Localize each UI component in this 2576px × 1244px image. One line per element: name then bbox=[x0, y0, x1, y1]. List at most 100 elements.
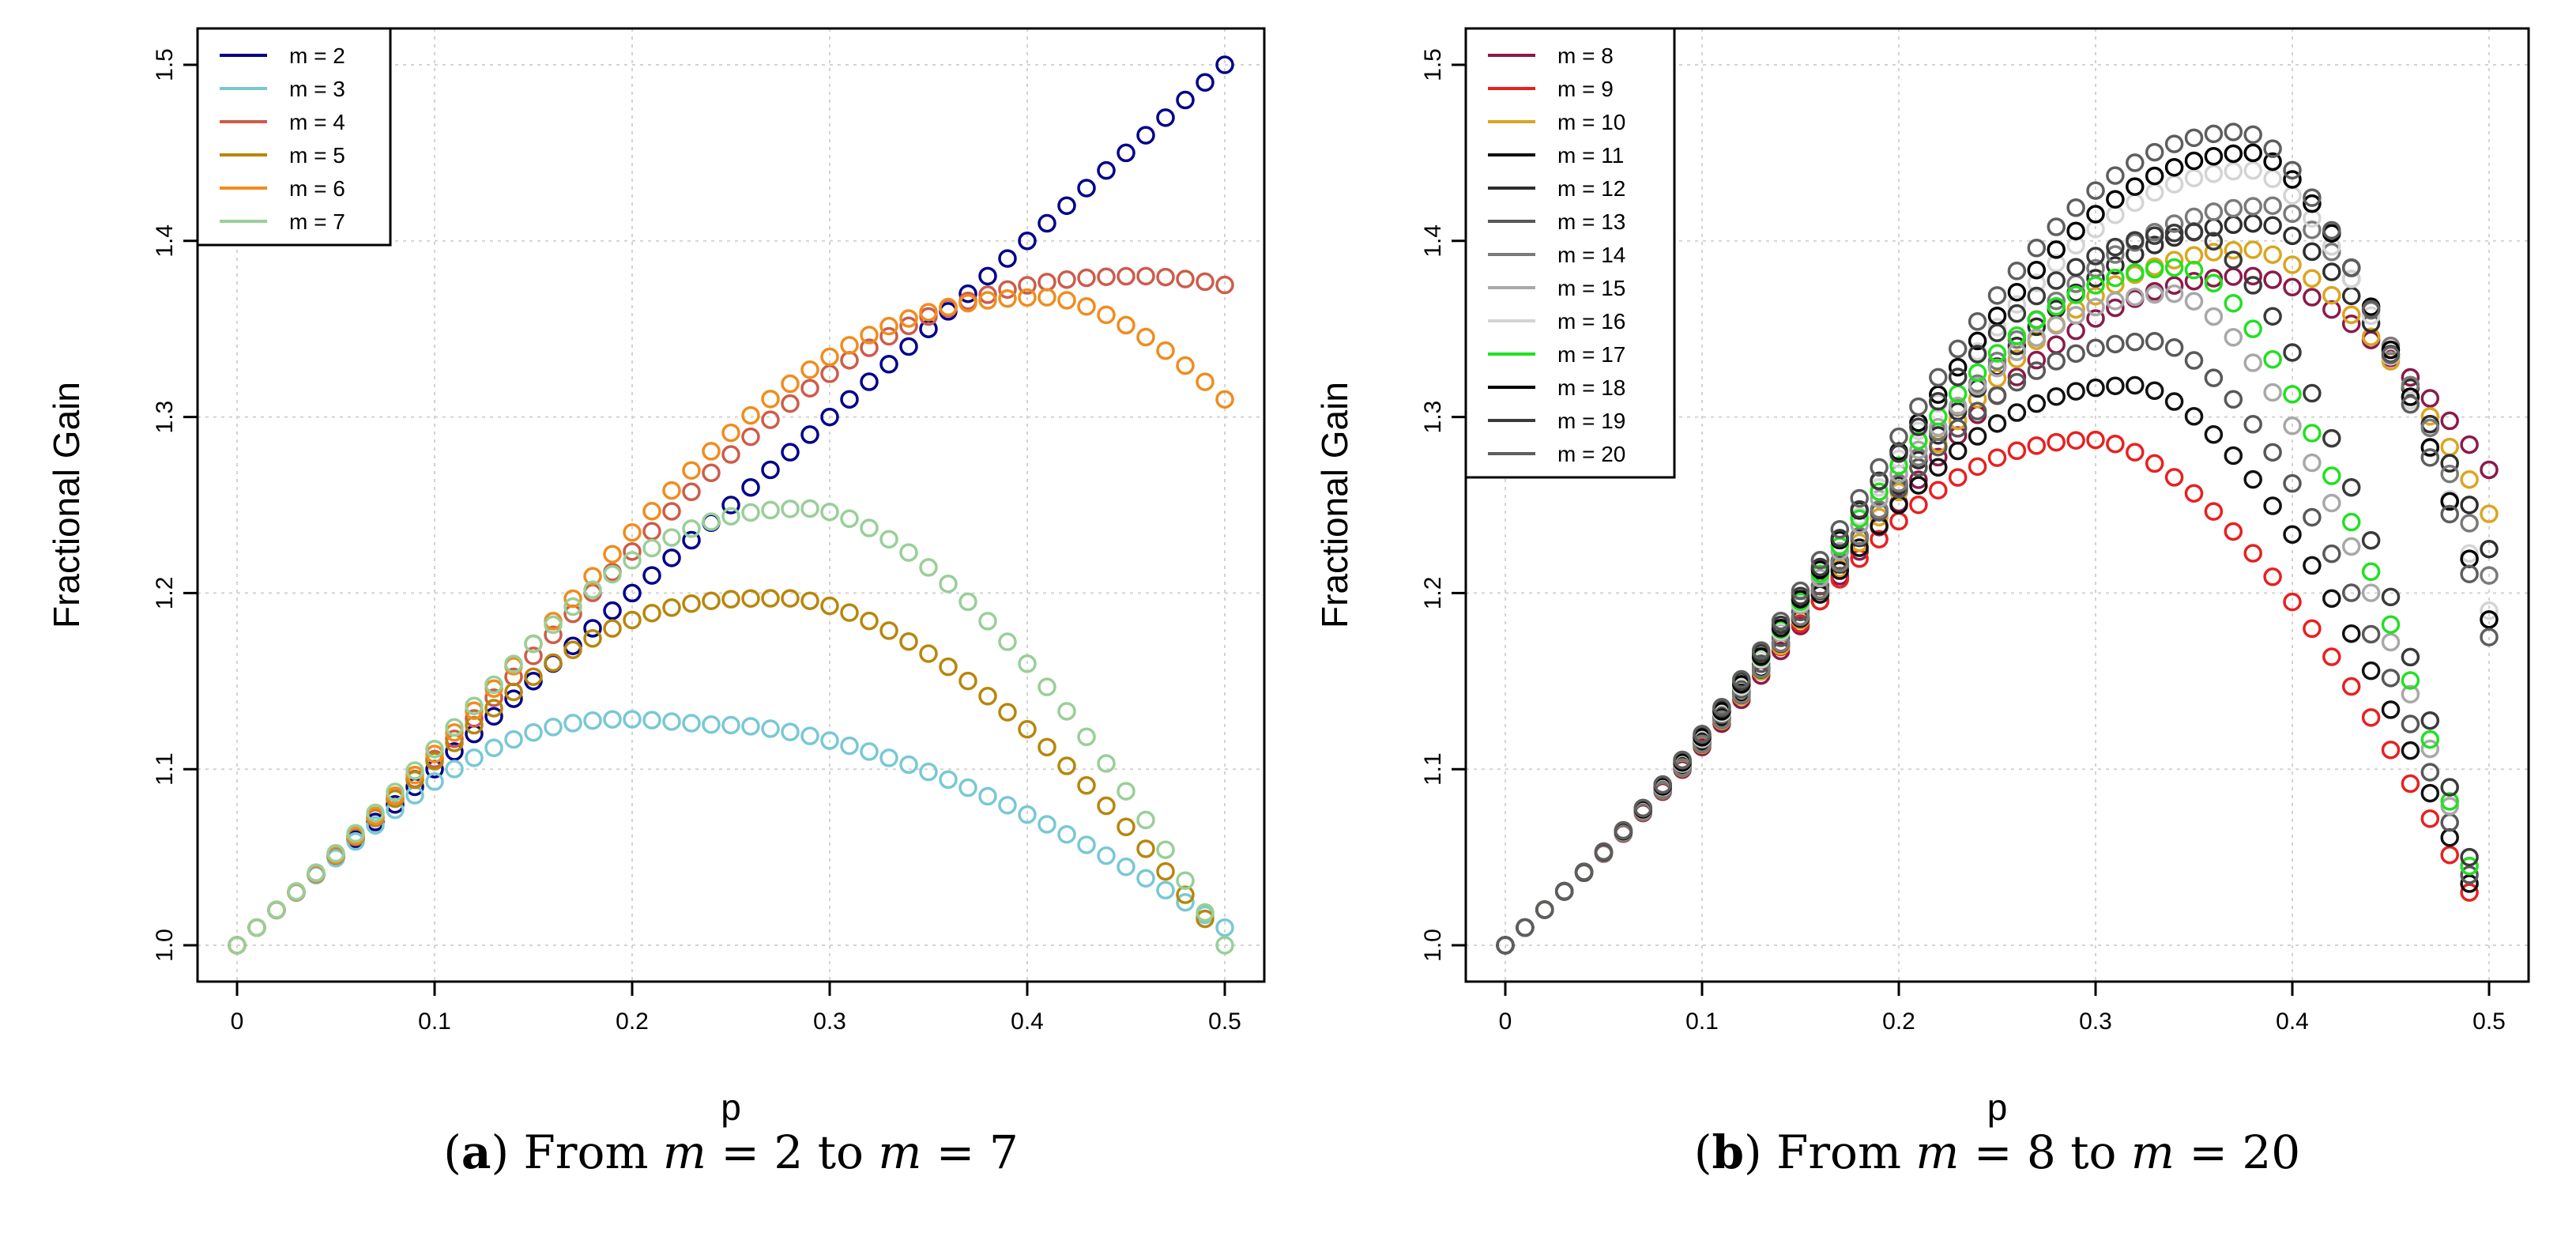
data-point-m2 bbox=[978, 266, 997, 286]
data-point-m6 bbox=[860, 326, 879, 345]
data-point-m3 bbox=[583, 711, 602, 730]
data-point-m20 bbox=[2381, 345, 2401, 364]
caption-part: b bbox=[1712, 1125, 1744, 1179]
data-point-m20 bbox=[2341, 258, 2361, 277]
data-point-m13 bbox=[2243, 415, 2262, 434]
data-point-m8 bbox=[2086, 309, 2105, 328]
data-point-m10 bbox=[2204, 243, 2224, 262]
data-point-m5 bbox=[879, 621, 898, 640]
data-point-m5 bbox=[662, 598, 681, 617]
data-point-m20 bbox=[2243, 125, 2262, 145]
data-point-m13 bbox=[2341, 583, 2361, 602]
data-point-m6 bbox=[563, 589, 582, 609]
data-point-m18 bbox=[2145, 166, 2164, 186]
legend-entry: m = 6 bbox=[289, 176, 345, 201]
data-point-m15 bbox=[2027, 328, 2047, 347]
data-point-m7 bbox=[860, 518, 879, 537]
data-point-m9 bbox=[2243, 544, 2262, 563]
data-point-m11 bbox=[2204, 425, 2224, 444]
data-point-m5 bbox=[524, 667, 543, 686]
data-point-m13 bbox=[2164, 338, 2184, 357]
data-point-m2 bbox=[899, 337, 918, 356]
data-point-m7 bbox=[583, 580, 602, 599]
x-tick-label: 0.2 bbox=[616, 1008, 649, 1035]
data-point-m19 bbox=[1929, 391, 1948, 411]
data-point-m4 bbox=[1018, 276, 1037, 295]
data-point-m15 bbox=[2401, 684, 2420, 704]
data-point-m5 bbox=[1077, 776, 1096, 795]
data-point-m11 bbox=[2027, 394, 2047, 413]
caption-part: ( bbox=[443, 1125, 461, 1179]
data-point-m18 bbox=[2204, 147, 2224, 166]
data-point-m7 bbox=[820, 502, 839, 522]
legend-entry: m = 18 bbox=[1557, 375, 1625, 400]
data-point-m6 bbox=[800, 360, 819, 379]
data-point-m9 bbox=[2086, 430, 2105, 450]
data-point-m16 bbox=[2106, 205, 2125, 224]
caption-part: = 2 to bbox=[706, 1125, 878, 1179]
data-point-m7 bbox=[1038, 677, 1056, 696]
data-point-m5 bbox=[702, 591, 721, 610]
data-point-m8 bbox=[2164, 276, 2184, 295]
data-point-m6 bbox=[623, 522, 642, 542]
data-point-m11 bbox=[1929, 458, 1948, 477]
data-point-m6 bbox=[445, 723, 464, 742]
data-point-m16 bbox=[2066, 236, 2085, 254]
data-point-m20 bbox=[1870, 458, 1889, 477]
data-point-m3 bbox=[563, 714, 582, 733]
data-point-m20 bbox=[1810, 551, 1830, 570]
data-point-m2 bbox=[1196, 73, 1215, 92]
caption-part: m bbox=[2131, 1125, 2175, 1179]
data-point-m9 bbox=[2066, 431, 2085, 450]
data-point-m4 bbox=[544, 625, 563, 645]
data-point-m5 bbox=[603, 619, 622, 638]
data-point-m17 bbox=[2322, 466, 2341, 485]
data-point-m17 bbox=[2066, 285, 2085, 304]
data-point-m19 bbox=[1791, 586, 1810, 605]
data-point-m20 bbox=[2440, 504, 2459, 524]
legend-entry: m = 17 bbox=[1557, 342, 1625, 367]
data-point-m7 bbox=[445, 718, 464, 737]
data-point-m9 bbox=[2381, 741, 2401, 760]
data-point-m11 bbox=[2145, 381, 2164, 401]
data-point-m14 bbox=[2420, 418, 2440, 438]
data-point-m19 bbox=[2283, 343, 2302, 362]
data-point-m20 bbox=[1850, 488, 1869, 508]
caption-part: ) bbox=[1744, 1125, 1762, 1179]
data-point-m4 bbox=[524, 647, 543, 665]
data-point-m14 bbox=[2047, 291, 2066, 311]
data-point-m7 bbox=[1057, 702, 1076, 721]
data-point-m4 bbox=[1156, 267, 1175, 287]
data-point-m15 bbox=[2126, 287, 2145, 307]
data-point-m4 bbox=[998, 280, 1017, 300]
data-point-m20 bbox=[1516, 918, 1535, 937]
data-point-m9 bbox=[2303, 619, 2322, 639]
data-point-m13 bbox=[2027, 361, 2047, 380]
data-point-m20 bbox=[1909, 397, 1928, 417]
data-point-m17 bbox=[1889, 456, 1908, 475]
data-point-m9 bbox=[1909, 495, 1928, 515]
data-point-m7 bbox=[504, 654, 523, 673]
data-point-m3 bbox=[741, 717, 760, 736]
data-point-m9 bbox=[1929, 481, 1948, 499]
data-point-m20 bbox=[1574, 862, 1594, 881]
data-point-m4 bbox=[879, 326, 898, 346]
data-point-m6 bbox=[1117, 315, 1135, 335]
data-point-m16 bbox=[1889, 449, 1908, 469]
data-point-m20 bbox=[1830, 519, 1850, 539]
data-point-m19 bbox=[2460, 847, 2479, 867]
data-point-m7 bbox=[1196, 903, 1215, 922]
y-tick-label: 1.2 bbox=[1420, 577, 1446, 610]
data-point-m20 bbox=[2263, 139, 2282, 158]
data-point-m18 bbox=[2401, 387, 2420, 406]
data-point-m20 bbox=[1791, 581, 1810, 601]
legend-entry: m = 13 bbox=[1557, 209, 1625, 234]
data-point-m3 bbox=[445, 760, 464, 778]
data-point-m11 bbox=[2243, 469, 2262, 489]
data-point-m3 bbox=[781, 722, 800, 741]
data-point-m7 bbox=[307, 863, 326, 882]
data-point-m7 bbox=[662, 528, 681, 547]
data-point-m5 bbox=[504, 682, 523, 702]
data-point-m17 bbox=[2283, 385, 2302, 404]
data-point-m11 bbox=[1948, 441, 1968, 461]
